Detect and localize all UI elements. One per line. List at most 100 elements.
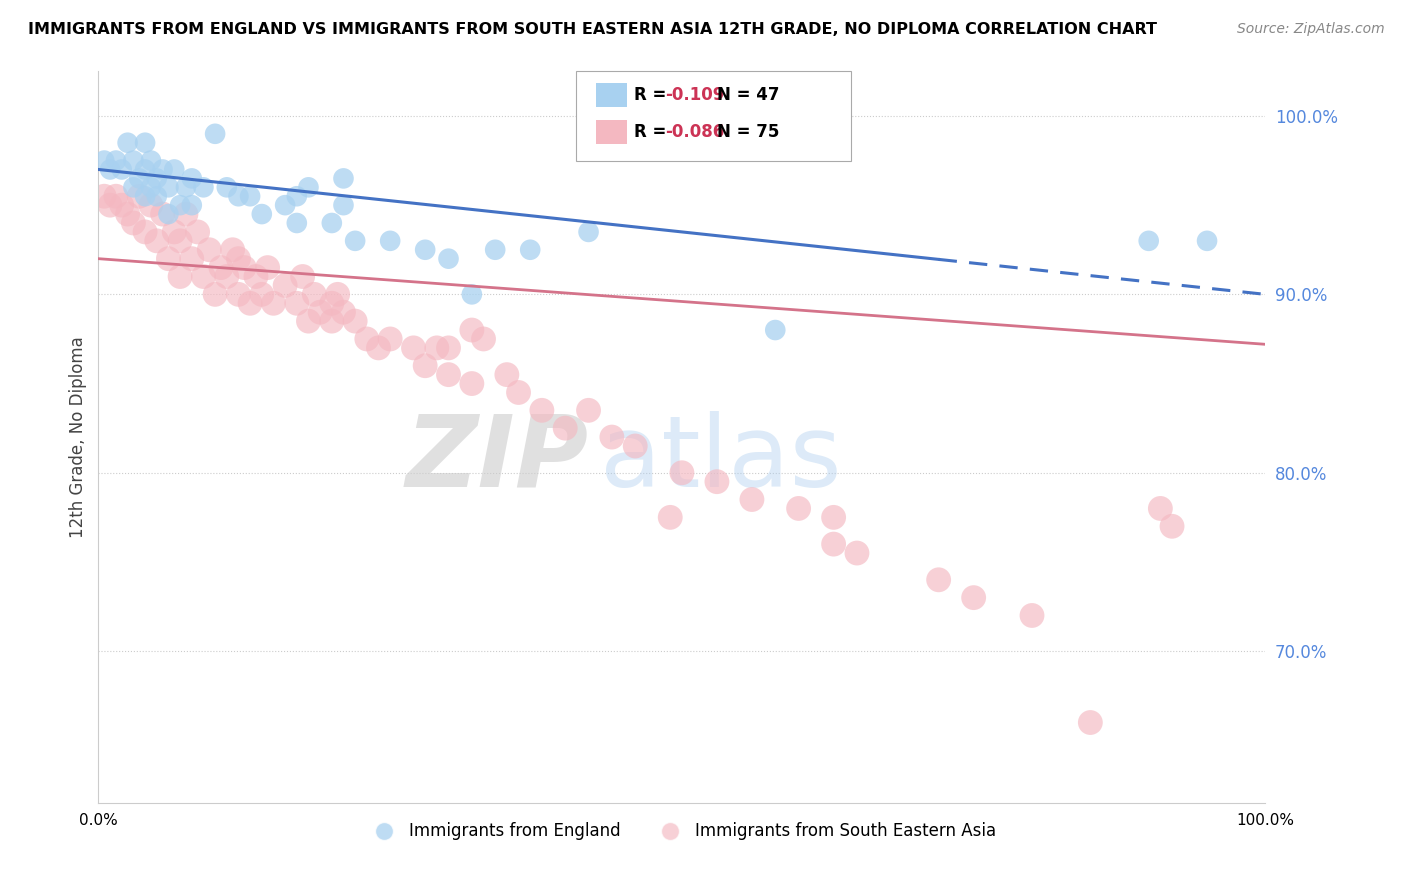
Point [741, 492, 763, 507]
Point [706, 475, 728, 489]
Point [461, 287, 484, 301]
Point [169, 234, 191, 248]
Y-axis label: 12th Grade, No Diploma: 12th Grade, No Diploma [69, 336, 87, 538]
Point [1137, 234, 1160, 248]
Point [221, 243, 243, 257]
Point [245, 269, 267, 284]
Point [117, 207, 139, 221]
Point [204, 127, 226, 141]
Text: N = 75: N = 75 [717, 123, 779, 141]
Text: N = 47: N = 47 [717, 87, 779, 104]
Point [304, 287, 326, 301]
Point [111, 198, 134, 212]
Point [437, 341, 460, 355]
Point [250, 287, 273, 301]
Point [461, 323, 484, 337]
Point [367, 341, 389, 355]
Point [508, 385, 530, 400]
Point [1080, 715, 1102, 730]
Point [215, 180, 238, 194]
Point [309, 305, 332, 319]
Point [823, 510, 845, 524]
Point [174, 180, 197, 194]
Point [380, 234, 402, 248]
Point [928, 573, 950, 587]
Point [496, 368, 519, 382]
Point [152, 162, 174, 177]
Text: R =: R = [634, 123, 672, 141]
Point [332, 305, 354, 319]
Point [285, 216, 308, 230]
Point [600, 430, 623, 444]
Point [413, 359, 436, 373]
Point [139, 153, 162, 168]
Point [187, 225, 209, 239]
Point [98, 162, 121, 177]
Point [169, 198, 191, 212]
Point [128, 171, 150, 186]
Point [624, 439, 647, 453]
Point [122, 153, 145, 168]
Point [484, 243, 506, 257]
Point [134, 189, 156, 203]
Point [321, 296, 343, 310]
Text: atlas: atlas [600, 410, 842, 508]
Point [134, 225, 156, 239]
Point [823, 537, 845, 551]
Point [262, 296, 284, 310]
Point [962, 591, 984, 605]
Point [228, 189, 250, 203]
Point [128, 189, 150, 203]
Point [274, 198, 297, 212]
Point [157, 207, 180, 221]
Point [1021, 608, 1043, 623]
Point [104, 153, 127, 168]
Point [157, 252, 180, 266]
Point [139, 180, 162, 194]
Point [321, 216, 343, 230]
Point [763, 323, 786, 337]
Point [139, 198, 162, 212]
Point [256, 260, 278, 275]
Point [134, 162, 156, 177]
Point [104, 189, 127, 203]
Point [332, 171, 354, 186]
Point [519, 243, 541, 257]
Point [437, 252, 460, 266]
Point [117, 136, 139, 150]
Point [180, 198, 202, 212]
Point [578, 403, 600, 417]
Point [204, 287, 226, 301]
Point [274, 278, 297, 293]
Point [233, 260, 256, 275]
Point [332, 198, 354, 212]
Text: Source: ZipAtlas.com: Source: ZipAtlas.com [1237, 22, 1385, 37]
Point [228, 287, 250, 301]
Point [787, 501, 810, 516]
Point [98, 198, 121, 212]
Point [122, 180, 145, 194]
Point [285, 189, 308, 203]
Point [180, 171, 202, 186]
Point [180, 252, 202, 266]
Text: ZIP: ZIP [405, 410, 589, 508]
Point [530, 403, 553, 417]
Point [1195, 234, 1218, 248]
Point [285, 296, 308, 310]
Point [472, 332, 495, 346]
Point [426, 341, 449, 355]
Point [146, 189, 169, 203]
Point [239, 296, 262, 310]
Point [93, 189, 115, 203]
Point [198, 243, 221, 257]
Point [659, 510, 682, 524]
Text: R =: R = [634, 87, 672, 104]
Point [380, 332, 402, 346]
Point [297, 180, 319, 194]
Text: -0.109: -0.109 [665, 87, 724, 104]
Point [209, 260, 232, 275]
Point [163, 225, 186, 239]
Point [413, 243, 436, 257]
Point [174, 207, 197, 221]
Point [1149, 501, 1171, 516]
